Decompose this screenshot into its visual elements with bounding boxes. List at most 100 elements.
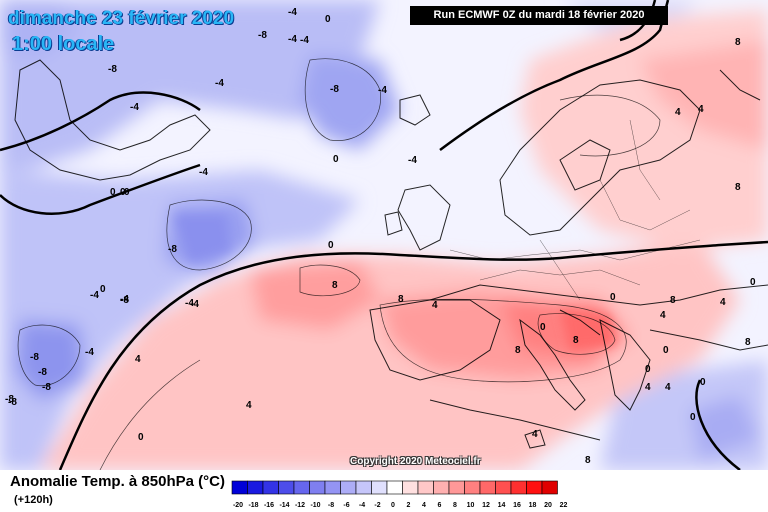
contour-label: 8 — [515, 345, 521, 356]
contour-label: -4 — [130, 102, 139, 113]
contour-label: 8 — [573, 335, 579, 346]
scale-swatch — [541, 480, 558, 495]
contour-label: -8 — [5, 394, 14, 405]
contour-label: 0 — [120, 187, 126, 198]
scale-swatch — [309, 480, 326, 495]
contour-label: 4 — [660, 310, 666, 321]
contour-label: 0 — [750, 277, 756, 288]
contour-label: -8 — [42, 382, 51, 393]
contour-label: 0 — [328, 240, 334, 251]
contour-label: -4 — [85, 347, 94, 358]
contour-label: 8 — [670, 295, 676, 306]
scale-tick-label: -2 — [374, 502, 380, 509]
scale-tick-label: 16 — [513, 502, 521, 509]
scale-tick-label: -10 — [310, 502, 320, 509]
contour-label: 0 — [124, 187, 130, 198]
contour-label: 0 — [110, 187, 116, 198]
scale-swatch — [510, 480, 527, 495]
scale-swatch — [340, 480, 357, 495]
contour-label: 0 — [610, 292, 616, 303]
scale-swatch — [433, 480, 450, 495]
contour-label: 4 — [432, 300, 438, 311]
contour-label: 0 — [645, 364, 651, 375]
contour-label: -8 — [330, 84, 339, 95]
scale-tick-label: -16 — [264, 502, 274, 509]
scale-tick-label: 18 — [529, 502, 537, 509]
forecast-lead-time: (+120h) — [14, 494, 53, 506]
scale-swatch — [464, 480, 481, 495]
map-variable-title: Anomalie Temp. à 850hPa (°C) — [10, 473, 225, 490]
contour-label: -4 — [300, 35, 309, 46]
contour-label: 8 — [332, 280, 338, 291]
scale-swatch — [293, 480, 310, 495]
contour-label: 4 — [698, 104, 704, 115]
scale-swatch — [278, 480, 295, 495]
scale-swatch — [448, 480, 465, 495]
contour-label: 4 — [246, 400, 252, 411]
contour-label: -8 — [168, 244, 177, 255]
contour-label: 0 — [333, 154, 339, 165]
scale-tick-label: -8 — [328, 502, 334, 509]
scale-swatch — [417, 480, 434, 495]
model-run-label: Run ECMWF 0Z du mardi 18 février 2020 — [410, 6, 668, 25]
scale-tick-label: 6 — [438, 502, 442, 509]
contour-label: 0 — [325, 14, 331, 25]
contour-label: -4 — [288, 34, 297, 45]
contour-label: -4 — [185, 298, 194, 309]
contour-label: -4 — [120, 294, 129, 305]
scale-tick-label: 14 — [498, 502, 506, 509]
scale-tick-label: 8 — [453, 502, 457, 509]
scale-tick-label: -4 — [359, 502, 365, 509]
contour-label: 4 — [665, 382, 671, 393]
contour-label: 8 — [585, 455, 591, 466]
scale-swatch — [324, 480, 341, 495]
contour-label: 4 — [675, 107, 681, 118]
contour-label: -4 — [408, 155, 417, 166]
scale-swatch — [495, 480, 512, 495]
contour-label: 8 — [745, 337, 751, 348]
contour-label: -8 — [8, 397, 17, 408]
forecast-date: dimanche 23 février 2020 — [8, 8, 235, 29]
scale-swatch — [371, 480, 388, 495]
scale-tick-label: 0 — [391, 502, 395, 509]
temperature-anomaly-map: -8-4-8-40-4-40-40 -4-8-8-40-40-8-8-4-8-4-… — [0, 0, 768, 470]
scale-swatch — [386, 480, 403, 495]
contour-label: -8 — [120, 295, 129, 306]
scale-swatch — [355, 480, 372, 495]
scale-tick-label: 20 — [544, 502, 552, 509]
contour-label: 4 — [645, 382, 651, 393]
contour-label: -8 — [38, 367, 47, 378]
contour-label: -4 — [378, 85, 387, 96]
scale-tick-label: -12 — [295, 502, 305, 509]
scale-swatch — [479, 480, 496, 495]
contour-label: 4 — [135, 354, 141, 365]
contour-labels: -8-4-8-40-4-40-40 -4-8-8-40-40-8-8-4-8-4-… — [5, 7, 756, 466]
scale-swatch — [262, 480, 279, 495]
contour-label: -4 — [199, 167, 208, 178]
scale-tick-label: -20 — [233, 502, 243, 509]
scale-tick-label: 2 — [407, 502, 411, 509]
scale-tick-label: 10 — [467, 502, 475, 509]
contour-label: 0 — [540, 322, 546, 333]
contour-label: 8 — [398, 294, 404, 305]
contour-label: 8 — [735, 182, 741, 193]
contour-label: 0 — [138, 432, 144, 443]
scale-swatch — [402, 480, 419, 495]
copyright-text: Copyright 2020 Meteociel.fr — [350, 456, 481, 467]
contour-label: 4 — [532, 429, 538, 440]
coastlines — [14, 59, 768, 449]
contour-label: 0 — [100, 284, 106, 295]
scale-tick-label: 22 — [560, 502, 568, 509]
contour-label: 4 — [720, 297, 726, 308]
temperature-anomaly-scale: -20 -18 -16 -14 -12 -10 -8 -6 -4 -2 0 2 4 6 8 10 12 14 16 1… — [231, 480, 568, 509]
scale-swatch — [247, 480, 264, 495]
scale-swatch — [526, 480, 543, 495]
scale-tick-label: 4 — [422, 502, 426, 509]
contour-label: 0 — [663, 345, 669, 356]
scale-tick-label: -18 — [248, 502, 258, 509]
contour-label: -4 — [190, 299, 199, 310]
contour-label: -8 — [258, 30, 267, 41]
contour-label: 0 — [690, 412, 696, 423]
scale-swatch — [231, 480, 248, 495]
forecast-local-time: 1:00 locale — [12, 33, 115, 55]
